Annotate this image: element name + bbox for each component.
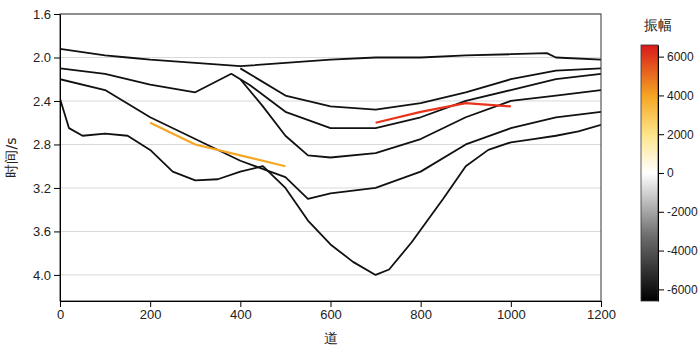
colorbar-title: 振幅 (644, 17, 672, 33)
x-tick-mark (421, 301, 422, 307)
x-tick: 200 (140, 301, 162, 322)
grid-line (60, 274, 601, 275)
y-tick-mark (54, 275, 60, 276)
colorbar-tick-mark (658, 212, 664, 213)
y-tick: 2.4 (33, 94, 60, 109)
colorbar-tick-mark (658, 251, 664, 252)
colorbar-tick-label: -2000 (667, 205, 698, 219)
y-tick-mark (54, 231, 60, 232)
colorbar-tick: -6000 (658, 283, 698, 297)
colorbar-tick-mark (658, 95, 664, 96)
colorbar-tick: 0 (658, 166, 674, 180)
plot-area (60, 49, 601, 275)
y-tick-label: 4.0 (33, 268, 51, 283)
colorbar-tick-label: 0 (667, 166, 674, 180)
colorbar-tick: 6000 (658, 50, 694, 64)
y-axis-line (60, 15, 61, 302)
horizon-line (376, 103, 511, 123)
x-tick-mark (601, 301, 602, 307)
grid-line (60, 57, 601, 58)
x-tick-label: 200 (140, 307, 162, 322)
x-tick-mark (60, 301, 61, 307)
x-tick: 0 (57, 301, 64, 322)
y-tick-label: 3.6 (33, 224, 51, 239)
y-tick-label: 2.4 (33, 94, 51, 109)
y-tick-label: 3.2 (33, 181, 51, 196)
x-tick: 1200 (587, 301, 616, 322)
colorbar-tick: -4000 (658, 244, 698, 258)
y-tick-label: 2.0 (33, 50, 51, 65)
colorbar-tick-mark (658, 57, 664, 58)
y-tick-mark (54, 57, 60, 58)
x-tick-label: 1000 (497, 307, 526, 322)
horizon-line (60, 79, 601, 199)
x-tick-label: 400 (230, 307, 252, 322)
colorbar-tick: 4000 (658, 89, 694, 103)
x-tick: 1000 (497, 301, 526, 322)
x-tick: 600 (320, 301, 342, 322)
x-tick-label: 1200 (587, 307, 616, 322)
y-tick: 3.2 (33, 181, 60, 196)
x-tick-mark (511, 301, 512, 307)
y-tick-mark (54, 188, 60, 189)
horizon-line (60, 68, 601, 128)
y-tick-mark (54, 14, 60, 15)
colorbar-tick-mark (658, 289, 664, 290)
x-tick: 800 (410, 301, 432, 322)
y-tick: 4.0 (33, 268, 60, 283)
grid-line (60, 187, 601, 188)
colorbar-tick-mark (658, 173, 664, 174)
y-axis: 1.6 2.0 2.4 2.8 3.2 3.6 4.0 (33, 7, 61, 302)
x-tick-label: 800 (410, 307, 432, 322)
colorbar-tick: 2000 (658, 128, 694, 142)
x-axis: 0 200 400 600 800 1000 1200 (57, 301, 616, 322)
horizon-line (60, 49, 601, 66)
horizon-line (240, 79, 601, 157)
y-tick: 3.6 (33, 224, 60, 239)
colorbar-tick-label: 6000 (667, 50, 694, 64)
colorbar-tick-label: -4000 (667, 244, 698, 258)
y-tick: 2.8 (33, 137, 60, 152)
grid (60, 14, 601, 275)
y-tick-mark (54, 144, 60, 145)
colorbar-axis: -6000 -4000 -2000 0 2000 4000 6000 (658, 46, 698, 302)
colorbar (641, 45, 658, 301)
x-axis-title: 道 (324, 330, 338, 346)
y-tick-mark (54, 101, 60, 102)
colorbar-tick-label: 2000 (667, 128, 694, 142)
colorbar-tick-mark (658, 134, 664, 135)
y-tick: 2.0 (33, 50, 60, 65)
y-axis-title: 时间/s (3, 137, 19, 177)
horizon-line (150, 123, 285, 166)
horizon-line (240, 68, 601, 109)
colorbar-tick-label: -6000 (667, 283, 698, 297)
x-tick-mark (240, 301, 241, 307)
y-tick-label: 1.6 (33, 7, 51, 22)
y-tick: 1.6 (33, 7, 60, 22)
x-tick-mark (331, 301, 332, 307)
grid-line (60, 231, 601, 232)
x-tick: 400 (230, 301, 252, 322)
x-tick-mark (150, 301, 151, 307)
x-tick-label: 0 (57, 307, 64, 322)
colorbar-tick-label: 4000 (667, 89, 694, 103)
y-tick-label: 2.8 (33, 137, 51, 152)
colorbar-tick: -2000 (658, 205, 698, 219)
chart: 0 200 400 600 800 1000 1200 1.6 2.0 2.4 2.8 3.2 3.6 4… (0, 0, 700, 353)
plot-frame (60, 14, 601, 301)
x-tick-label: 600 (320, 307, 342, 322)
